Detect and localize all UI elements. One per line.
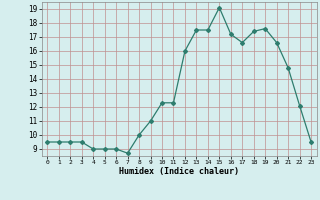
X-axis label: Humidex (Indice chaleur): Humidex (Indice chaleur) [119, 167, 239, 176]
